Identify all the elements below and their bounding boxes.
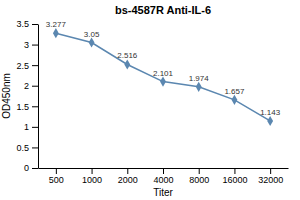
point	[231, 95, 237, 105]
y-tick: 2.5	[16, 61, 38, 71]
x-axis: 500 1000 2000 4000 8000 16000 32000	[39, 168, 289, 185]
data-label: 1.143	[260, 108, 281, 117]
y-tick-mark	[32, 106, 38, 107]
y-tick-mark	[32, 127, 38, 128]
y-tick: 3	[24, 40, 38, 50]
data-label: 2.101	[153, 69, 174, 78]
y-tick-mark	[32, 45, 38, 46]
y-tick: 0	[24, 163, 38, 173]
x-tick: 2000	[118, 168, 138, 185]
x-tick: 16000	[222, 168, 247, 185]
point	[267, 116, 273, 126]
x-tick-mark	[270, 168, 271, 174]
y-tick: 1.5	[16, 102, 38, 112]
y-tick-mark	[32, 86, 38, 87]
point	[53, 28, 59, 38]
x-tick-mark	[163, 168, 164, 174]
data-label: 2.516	[117, 51, 138, 60]
point	[160, 76, 166, 86]
y-axis-line	[38, 25, 39, 169]
y-tick-label: 1.5	[16, 102, 29, 112]
y-tick: 2	[24, 81, 38, 91]
x-tick-mark	[199, 168, 200, 174]
y-tick-label: 0	[24, 163, 29, 173]
x-tick: 8000	[189, 168, 209, 185]
data-label: 3.277	[46, 20, 67, 29]
data-label: 1.974	[189, 74, 210, 83]
chart: 0 0.5 1 1.5 2 2.5 3 3.5 500 1000 2000 4000 8000 16000…	[0, 0, 300, 200]
y-tick-label: 1	[24, 122, 29, 132]
x-tick-mark	[56, 168, 57, 174]
y-axis: 0 0.5 1 1.5 2 2.5 3 3.5	[16, 19, 38, 173]
y-tick-label: 2	[24, 81, 29, 91]
y-tick: 3.5	[16, 19, 38, 29]
x-tick-mark	[92, 168, 93, 174]
x-tick-mark	[234, 168, 235, 174]
plot: 0 0.5 1 1.5 2 2.5 3 3.5 500 1000 2000 4000 8000 16000…	[16, 19, 288, 185]
marks	[53, 28, 273, 126]
x-tick: 1000	[82, 168, 102, 185]
x-axis-title: Titer	[153, 187, 173, 198]
point	[196, 82, 202, 92]
x-tick-label: 16000	[222, 175, 247, 185]
x-tick-mark	[127, 168, 128, 174]
y-tick-label: 0.5	[16, 143, 29, 153]
x-tick-label: 1000	[82, 175, 102, 185]
y-tick-mark	[32, 168, 38, 169]
y-tick-mark	[32, 147, 38, 148]
line	[56, 33, 270, 121]
point	[124, 59, 130, 69]
data-labels: 3.277 3.05 2.516 2.101 1.974 1.657 1.143	[46, 20, 281, 117]
x-tick: 500	[49, 168, 64, 185]
point	[89, 37, 95, 47]
data-label: 3.05	[84, 30, 100, 39]
x-tick: 4000	[153, 168, 173, 185]
y-tick: 0.5	[16, 143, 38, 153]
title: bs-4587R Anti-IL-6	[115, 4, 211, 16]
y-tick-mark	[32, 24, 38, 25]
y-tick: 1	[24, 122, 38, 132]
x-tick-label: 2000	[118, 175, 138, 185]
y-tick-label: 3	[24, 40, 29, 50]
x-tick-label: 32000	[258, 175, 283, 185]
x-tick: 32000	[258, 168, 283, 185]
data-label: 1.657	[224, 87, 245, 96]
y-axis-title: OD450nm	[1, 73, 12, 119]
y-tick-label: 3.5	[16, 19, 29, 29]
x-tick-label: 8000	[189, 175, 209, 185]
y-tick-mark	[32, 65, 38, 66]
y-tick-label: 2.5	[16, 61, 29, 71]
x-tick-label: 4000	[153, 175, 173, 185]
x-tick-label: 500	[49, 175, 64, 185]
